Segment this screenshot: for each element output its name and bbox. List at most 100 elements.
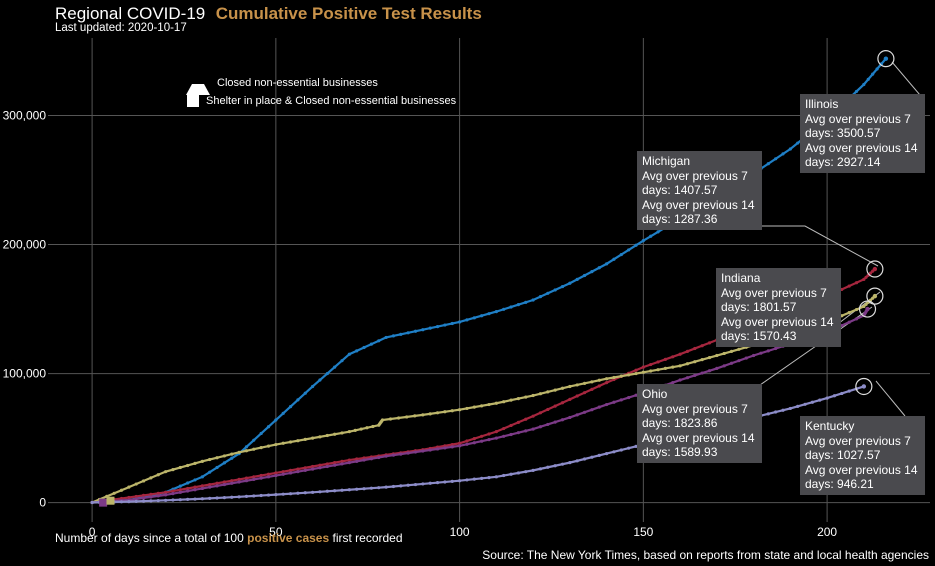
series-point-illinois bbox=[193, 478, 197, 482]
series-point-ohio bbox=[582, 410, 587, 414]
series-point-illinois bbox=[796, 141, 800, 145]
series-point-indiana bbox=[428, 412, 432, 416]
series-point-ohio bbox=[156, 494, 160, 498]
tooltip-indiana: Indiana Avg over previous 7 days: 1801.5… bbox=[716, 268, 841, 347]
series-point-ohio bbox=[149, 495, 153, 499]
series-point-indiana bbox=[405, 415, 409, 419]
series-point-ohio bbox=[222, 482, 226, 487]
tooltip-michigan: Michigan Avg over previous 7 days: 1407.… bbox=[637, 151, 762, 230]
series-point-ohio bbox=[766, 349, 770, 353]
series-point-indiana bbox=[311, 436, 315, 440]
series-point-indiana bbox=[619, 374, 623, 378]
tooltip-illinois: Illinois Avg over previous 7 days: 3500.… bbox=[800, 94, 925, 173]
series-point-michigan bbox=[274, 471, 278, 475]
series-point-indiana bbox=[353, 428, 357, 432]
series-point-indiana bbox=[371, 424, 375, 429]
series-point-ohio bbox=[509, 432, 513, 437]
tooltip-line: Avg over previous 14 bbox=[642, 197, 755, 212]
square-marker bbox=[106, 496, 115, 505]
series-point-michigan bbox=[244, 476, 249, 480]
series-point-ohio bbox=[729, 361, 734, 365]
series-point-indiana bbox=[450, 409, 454, 413]
series-point-kentucky bbox=[369, 486, 373, 490]
series-point-kentucky bbox=[627, 446, 631, 450]
series-point-kentucky bbox=[406, 483, 410, 487]
series-point-michigan bbox=[480, 434, 484, 438]
series-point-indiana bbox=[693, 360, 697, 364]
y-tick-label: 200,000 bbox=[3, 238, 47, 252]
series-point-illinois bbox=[866, 77, 870, 81]
series-point-kentucky bbox=[171, 498, 175, 502]
series-point-kentucky bbox=[861, 384, 867, 389]
series-point-ohio bbox=[399, 452, 403, 456]
series-point-michigan bbox=[252, 475, 256, 479]
tooltip-line: days: 1287.36 bbox=[642, 212, 718, 226]
tooltip-line: Avg over previous 14 bbox=[805, 462, 918, 477]
series-point-michigan bbox=[311, 464, 315, 469]
series-point-illinois bbox=[325, 371, 329, 376]
series-point-kentucky bbox=[156, 498, 160, 503]
series-point-indiana bbox=[141, 479, 146, 483]
series-point-ohio bbox=[230, 481, 234, 485]
series-point-michigan bbox=[502, 426, 506, 431]
series-point-ohio bbox=[472, 441, 476, 445]
series-point-indiana bbox=[737, 347, 741, 351]
series-point-indiana bbox=[333, 432, 337, 436]
series-point-michigan bbox=[281, 470, 285, 474]
series-point-kentucky bbox=[237, 495, 241, 499]
highlight-ring-ohio bbox=[858, 300, 877, 318]
series-point-kentucky bbox=[303, 491, 307, 495]
series-point-illinois bbox=[288, 405, 293, 409]
series-point-michigan bbox=[200, 484, 204, 488]
series-point-indiana bbox=[502, 400, 506, 404]
tooltip-line: Avg over previous 7 bbox=[805, 111, 911, 126]
series-point-indiana bbox=[707, 355, 712, 360]
series-point-michigan bbox=[864, 275, 868, 279]
series-point-illinois bbox=[649, 234, 653, 238]
series-point-kentucky bbox=[465, 478, 469, 482]
series-point-kentucky bbox=[141, 499, 146, 503]
series-point-michigan bbox=[458, 441, 462, 445]
series-point-ohio bbox=[413, 450, 418, 454]
series-point-ohio bbox=[391, 453, 396, 457]
series-point-indiana bbox=[641, 370, 645, 374]
series-point-michigan bbox=[634, 368, 638, 372]
series-point-kentucky bbox=[766, 412, 770, 416]
series-point-indiana bbox=[164, 470, 168, 474]
tooltip-state: Kentucky bbox=[805, 419, 855, 433]
series-point-kentucky bbox=[266, 493, 271, 497]
series-point-kentucky bbox=[781, 408, 785, 412]
series-point-michigan bbox=[582, 391, 587, 395]
series-point-illinois bbox=[774, 157, 778, 161]
x-tick-label: 150 bbox=[633, 525, 653, 539]
y-tick-label: 300,000 bbox=[3, 108, 47, 122]
tooltip-line: Avg over previous 14 bbox=[642, 430, 755, 445]
series-point-michigan bbox=[568, 397, 572, 401]
series-point-illinois bbox=[296, 398, 300, 402]
series-point-kentucky bbox=[281, 492, 285, 496]
series-point-kentucky bbox=[487, 476, 491, 480]
tooltip-line: days: 1570.43 bbox=[721, 329, 797, 343]
series-point-kentucky bbox=[480, 476, 484, 480]
title-main: Regional COVID-19 bbox=[55, 4, 206, 23]
series-point-indiana bbox=[465, 406, 469, 411]
series-point-ohio bbox=[421, 449, 425, 453]
series-point-ohio bbox=[575, 413, 579, 417]
series-point-ohio bbox=[847, 320, 851, 324]
series-point-ohio bbox=[237, 480, 241, 484]
series-point-ohio bbox=[685, 376, 690, 380]
series-point-illinois bbox=[560, 284, 565, 289]
tooltip-line: Avg over previous 7 bbox=[721, 285, 827, 300]
series-point-illinois bbox=[627, 248, 631, 252]
series-point-ohio bbox=[671, 381, 675, 385]
series-point-ohio bbox=[619, 398, 623, 402]
series-point-ohio bbox=[266, 475, 271, 479]
series-point-illinois bbox=[531, 298, 535, 302]
series-point-michigan bbox=[553, 404, 557, 408]
series-point-illinois bbox=[546, 291, 550, 295]
series-point-indiana bbox=[700, 358, 704, 362]
series-point-michigan bbox=[303, 466, 307, 470]
series-point-indiana bbox=[656, 368, 660, 372]
series-point-michigan bbox=[671, 355, 675, 359]
